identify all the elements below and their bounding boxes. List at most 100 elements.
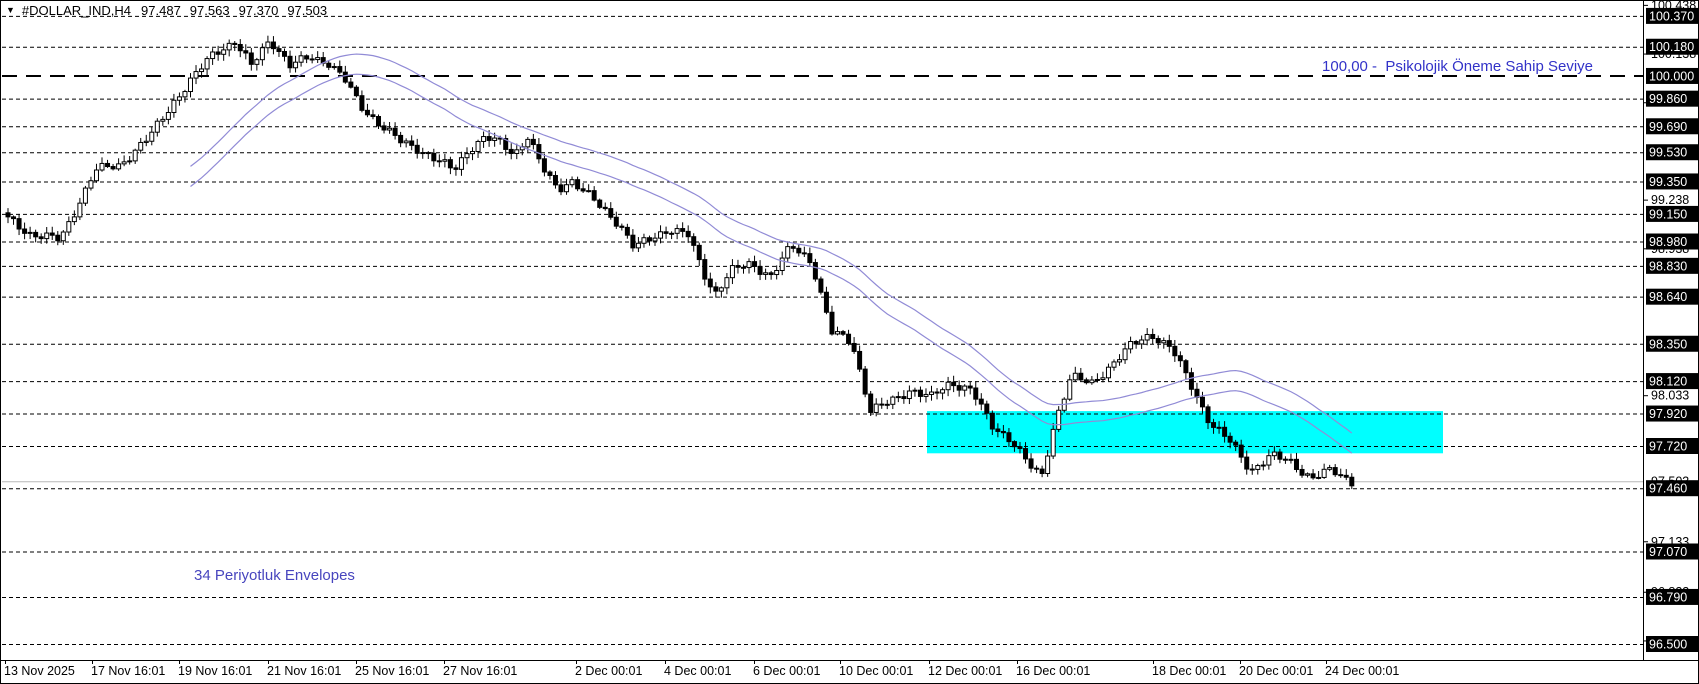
candle-bull	[171, 99, 177, 114]
candle-bear	[309, 58, 315, 61]
candle-bear	[973, 387, 979, 400]
candle-bear	[38, 236, 44, 240]
level-price-tag-text: 98.640	[1649, 290, 1687, 304]
candle-bear	[829, 311, 835, 335]
candle-bear	[270, 41, 276, 50]
candle-bull	[82, 187, 88, 204]
candle-bull	[132, 149, 138, 162]
candle-bull	[923, 393, 929, 397]
candle-bear	[1332, 467, 1338, 476]
candle-bull	[93, 169, 99, 182]
candle-bear	[276, 48, 282, 52]
candle-bear	[752, 261, 758, 267]
time-axis-label: 17 Nov 16:01	[91, 664, 165, 678]
candle-bull	[1122, 348, 1128, 361]
candle-bull	[1321, 468, 1327, 478]
candle-bear	[1083, 379, 1089, 384]
candle-bull	[785, 246, 791, 259]
candle-bear	[1017, 446, 1023, 450]
candle-bull	[154, 120, 160, 133]
candle-bull	[940, 389, 946, 394]
candle-bull	[724, 277, 730, 289]
candle-bull	[1144, 333, 1150, 341]
candle-bear	[1338, 474, 1344, 477]
level-price-tag-text: 98.120	[1649, 375, 1687, 389]
candle-bull	[298, 55, 304, 63]
level-price-tag	[1646, 543, 1699, 560]
candle-bear	[713, 286, 719, 292]
candle-bear	[735, 265, 741, 268]
candle-bear	[984, 403, 990, 414]
axis-tick-label: 98.033	[1651, 389, 1689, 403]
candle-bear	[851, 342, 857, 352]
candle-bear	[1000, 430, 1006, 434]
ohlc-low: 97.370	[238, 2, 279, 18]
candle-bull	[514, 149, 520, 154]
candle-bull	[890, 396, 896, 405]
level-price-tag	[1646, 173, 1699, 190]
candle-bull	[873, 403, 879, 413]
candle-bear	[624, 226, 630, 236]
candle-bull	[779, 257, 785, 271]
level-price-tag-text: 100.370	[1649, 9, 1694, 23]
candle-bull	[912, 389, 918, 392]
level-price-tag	[1646, 480, 1699, 497]
candle-bull	[44, 232, 50, 240]
candle-bull	[259, 47, 265, 61]
candle-bull	[193, 71, 199, 79]
candle-bull	[143, 140, 149, 143]
time-axis-label: 21 Nov 16:01	[267, 664, 341, 678]
candle-bear	[530, 138, 536, 146]
candle-bull	[1105, 366, 1111, 379]
candle-bull	[60, 231, 66, 242]
candle-bull	[176, 96, 182, 101]
candle-bull	[420, 152, 426, 155]
candle-bear	[1222, 426, 1228, 437]
level-price-tag	[1646, 405, 1699, 422]
candle-bull	[1266, 455, 1272, 466]
candle-bull	[895, 396, 901, 399]
candle-bear	[696, 244, 702, 261]
candle-bull	[1161, 340, 1167, 344]
candle-bear	[49, 232, 55, 236]
level-price-tag	[1646, 144, 1699, 161]
candle-bear	[580, 188, 586, 192]
candle-bear	[431, 152, 437, 162]
level-price-tag-text: 97.720	[1649, 440, 1687, 454]
candle-bull	[492, 137, 498, 141]
candle-bear	[740, 266, 746, 269]
candle-bull	[564, 184, 570, 193]
candle-bear	[392, 127, 398, 136]
candle-bear	[237, 43, 243, 52]
candle-bull	[884, 403, 890, 406]
candle-bear	[646, 237, 652, 242]
grid-levels	[2, 15, 1643, 646]
candle-bear	[691, 236, 697, 246]
level-price-tag	[1646, 118, 1699, 135]
candle-bull	[718, 287, 724, 292]
candle-bear	[16, 218, 22, 230]
time-axis[interactable]: 13 Nov 2025 17 Nov 16:01 19 Nov 16:01 21 No…	[4, 660, 1399, 678]
candle-bull	[293, 61, 299, 69]
candle-bear	[1205, 406, 1211, 424]
candle-bear	[989, 412, 995, 430]
candle-bull	[674, 228, 680, 234]
level-price-tag-text: 99.350	[1649, 175, 1687, 189]
level-price-tag-text: 99.860	[1649, 92, 1687, 106]
candle-bear	[1023, 448, 1029, 460]
candle-bear	[978, 398, 984, 405]
candle-bull	[71, 216, 77, 223]
price-axis[interactable]: 100.13899.83898.93896.522100.43899.23898…	[1643, 0, 1699, 653]
time-axis-label: 20 Dec 00:01	[1239, 664, 1313, 678]
candle-bear	[1039, 468, 1045, 475]
candle-bear	[613, 216, 619, 227]
candle-bull	[210, 51, 216, 60]
candle-bear	[326, 62, 332, 68]
candle-bear	[243, 50, 249, 54]
level-price-tag	[1646, 90, 1699, 107]
level-price-tag-text: 96.500	[1649, 638, 1687, 652]
candle-bull	[199, 68, 205, 73]
symbol-dropdown-icon[interactable]: ▼	[6, 4, 15, 15]
candle-bear	[342, 71, 348, 83]
